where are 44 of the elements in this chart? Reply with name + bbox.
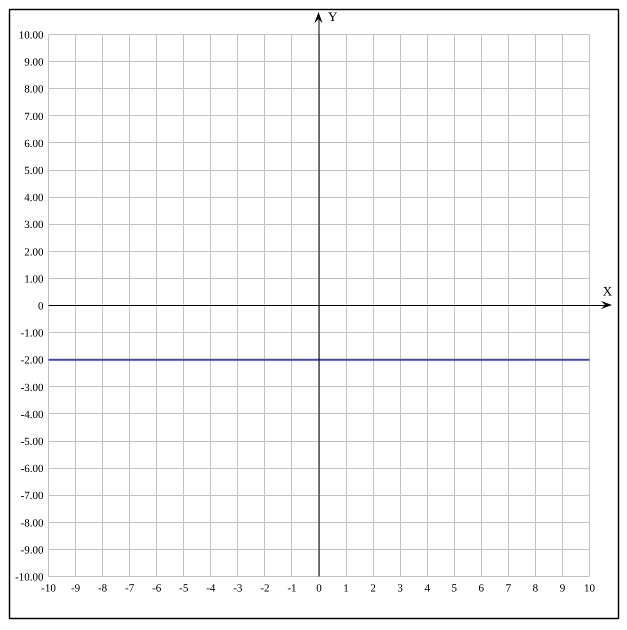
x-tick-label: -6	[152, 582, 162, 594]
x-tick-label: -3	[233, 582, 243, 594]
y-tick-label: -6.00	[20, 463, 44, 476]
x-tick-label: -1	[287, 582, 297, 594]
y-tick-label: 10.00	[18, 30, 44, 42]
y-tick-label: 6.00	[24, 138, 44, 150]
x-tick-label: 8	[532, 582, 539, 594]
x-tick-label: -4	[206, 582, 216, 594]
x-tick-label: 3	[397, 582, 404, 594]
y-tick-label: -9.00	[20, 544, 44, 556]
y-tick-label: 9.00	[24, 56, 44, 69]
y-tick-label: 1.00	[24, 273, 44, 286]
y-tick-label: 7.00	[24, 110, 44, 123]
x-tick-label: 5	[452, 582, 458, 594]
x-tick-label: 1	[343, 582, 349, 594]
x-tick-label: 10	[584, 582, 596, 594]
x-tick-label: -5	[179, 582, 189, 594]
y-tick-label: 3.00	[24, 219, 44, 232]
y-tick-label: -1.00	[20, 328, 44, 340]
y-tick-label: -7.00	[20, 490, 44, 502]
y-tick-label: -8.00	[20, 517, 44, 530]
x-axis-title: X	[602, 284, 613, 298]
y-tick-label: 4.00	[24, 192, 44, 204]
x-tick-label: -9	[70, 582, 81, 594]
y-tick-label: 2.00	[24, 246, 44, 258]
y-tick-label: -3.00	[20, 382, 44, 394]
y-tick-label: -4.00	[20, 408, 44, 421]
x-tick-label: 2	[370, 582, 376, 594]
x-tick-label: 6	[478, 582, 485, 594]
y-tick-label: 0	[38, 300, 44, 312]
y-tick-label: -2.00	[20, 354, 44, 367]
x-tick-label: -10	[41, 582, 56, 594]
x-tick-label: -7	[125, 582, 135, 594]
y-tick-label: 8.00	[24, 84, 44, 96]
y-tick-label: -10.00	[15, 572, 44, 584]
x-tick-label: -2	[260, 582, 270, 594]
x-tick-label: 9	[560, 582, 566, 594]
x-tick-label: 4	[424, 582, 430, 594]
y-tick-label: 5.00	[24, 165, 44, 177]
x-tick-label: 0	[316, 582, 322, 594]
y-axis-title: Y	[328, 9, 338, 24]
y-tick-label: -5.00	[20, 436, 44, 448]
x-tick-label: 7	[506, 582, 512, 594]
x-tick-label: -8	[98, 582, 108, 594]
